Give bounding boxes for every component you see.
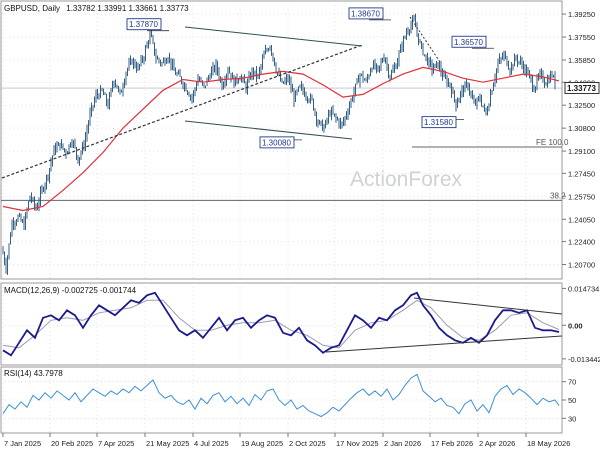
annotation-label: 1.36570 [454, 38, 483, 47]
macd-lower-trendline [325, 335, 563, 353]
annotation-box [451, 35, 487, 48]
channel-upper-line [184, 26, 363, 47]
time-tick-label: 7 Apr 2025 [98, 439, 134, 448]
symbol-label: GBPUSD, Daily [4, 4, 60, 13]
macd-signal-line [2, 299, 560, 349]
annotation-box [348, 7, 384, 20]
macd-line [2, 291, 560, 357]
trendline-dashed [1, 44, 363, 179]
annotation-box [421, 116, 457, 129]
price-tick-label: 1.29100 [568, 147, 595, 156]
annotation-box [126, 18, 162, 31]
rsi-tick-label: 30 [568, 414, 576, 423]
macd-tick-label: 0.00 [568, 321, 583, 330]
channel-lower-line [184, 120, 353, 140]
price-tick-label: 1.25750 [568, 192, 595, 201]
time-tick-label: 2 Oct 2025 [289, 439, 326, 448]
moving-average-line [2, 66, 560, 212]
time-tick-label: 2 Jan 2026 [384, 439, 421, 448]
rsi-line [2, 373, 560, 418]
macd-tick-label: -0.013442 [568, 355, 600, 364]
price-tick-label: 1.37550 [568, 33, 595, 42]
symbol-header: GBPUSD, Daily 1.33782 1.33991 1.33661 1.… [4, 4, 189, 13]
annotation-label: 1.31580 [424, 118, 453, 127]
price-tick-label: 1.30800 [568, 124, 595, 133]
time-tick-label: 17 Nov 2025 [336, 439, 379, 448]
annotation-label: 1.38670 [351, 9, 380, 18]
price-tick-label: 1.22400 [568, 238, 595, 247]
price-tick-label: 1.39250 [568, 10, 595, 19]
price-tick-label: 1.32500 [568, 101, 595, 110]
rsi-title: RSI(14) 43.7978 [4, 369, 63, 378]
time-tick-label: 19 Aug 2025 [241, 439, 283, 448]
time-tick-label: 17 Feb 2026 [431, 439, 473, 448]
rsi-tick-label: 50 [568, 396, 576, 405]
price-panel-frame [0, 0, 563, 280]
ohlc-values: 1.33782 1.33991 1.33661 1.33773 [66, 4, 189, 13]
current-price-label: 1.33773 [567, 84, 596, 93]
time-tick-label: 7 Jan 2025 [4, 439, 41, 448]
macd-title: MACD(12,26,9) -0.002725 -0.001744 [4, 286, 137, 295]
time-tick-label: 21 May 2025 [146, 439, 189, 448]
time-tick-label: 2 Apr 2026 [479, 439, 515, 448]
price-tick-label: 1.20700 [568, 261, 595, 270]
time-tick-label: 20 Feb 2025 [51, 439, 93, 448]
fib-reference-label: 38.2 [550, 191, 566, 200]
annotation-label: 1.37870 [129, 20, 158, 29]
annotation-label: 1.30080 [262, 138, 291, 147]
price-tick-label: 1.27450 [568, 169, 595, 178]
time-tick-label: 18 May 2026 [527, 439, 570, 448]
price-candles [2, 13, 556, 275]
macd-panel-frame [0, 282, 563, 366]
annotation-box [259, 136, 295, 149]
current-price-box [564, 82, 600, 95]
watermark: ActionForex [350, 168, 463, 191]
price-tick-label: 1.35850 [568, 56, 595, 65]
fe-reference-label: FE 100.0 [536, 138, 569, 147]
macd-upper-trendline [413, 297, 563, 315]
macd-tick-label: 0.014734 [568, 284, 599, 293]
time-tick-label: 4 Jul 2025 [194, 439, 229, 448]
price-tick-label: 1.24050 [568, 215, 595, 224]
swing-line [409, 16, 441, 63]
rsi-tick-label: 70 [568, 378, 576, 387]
